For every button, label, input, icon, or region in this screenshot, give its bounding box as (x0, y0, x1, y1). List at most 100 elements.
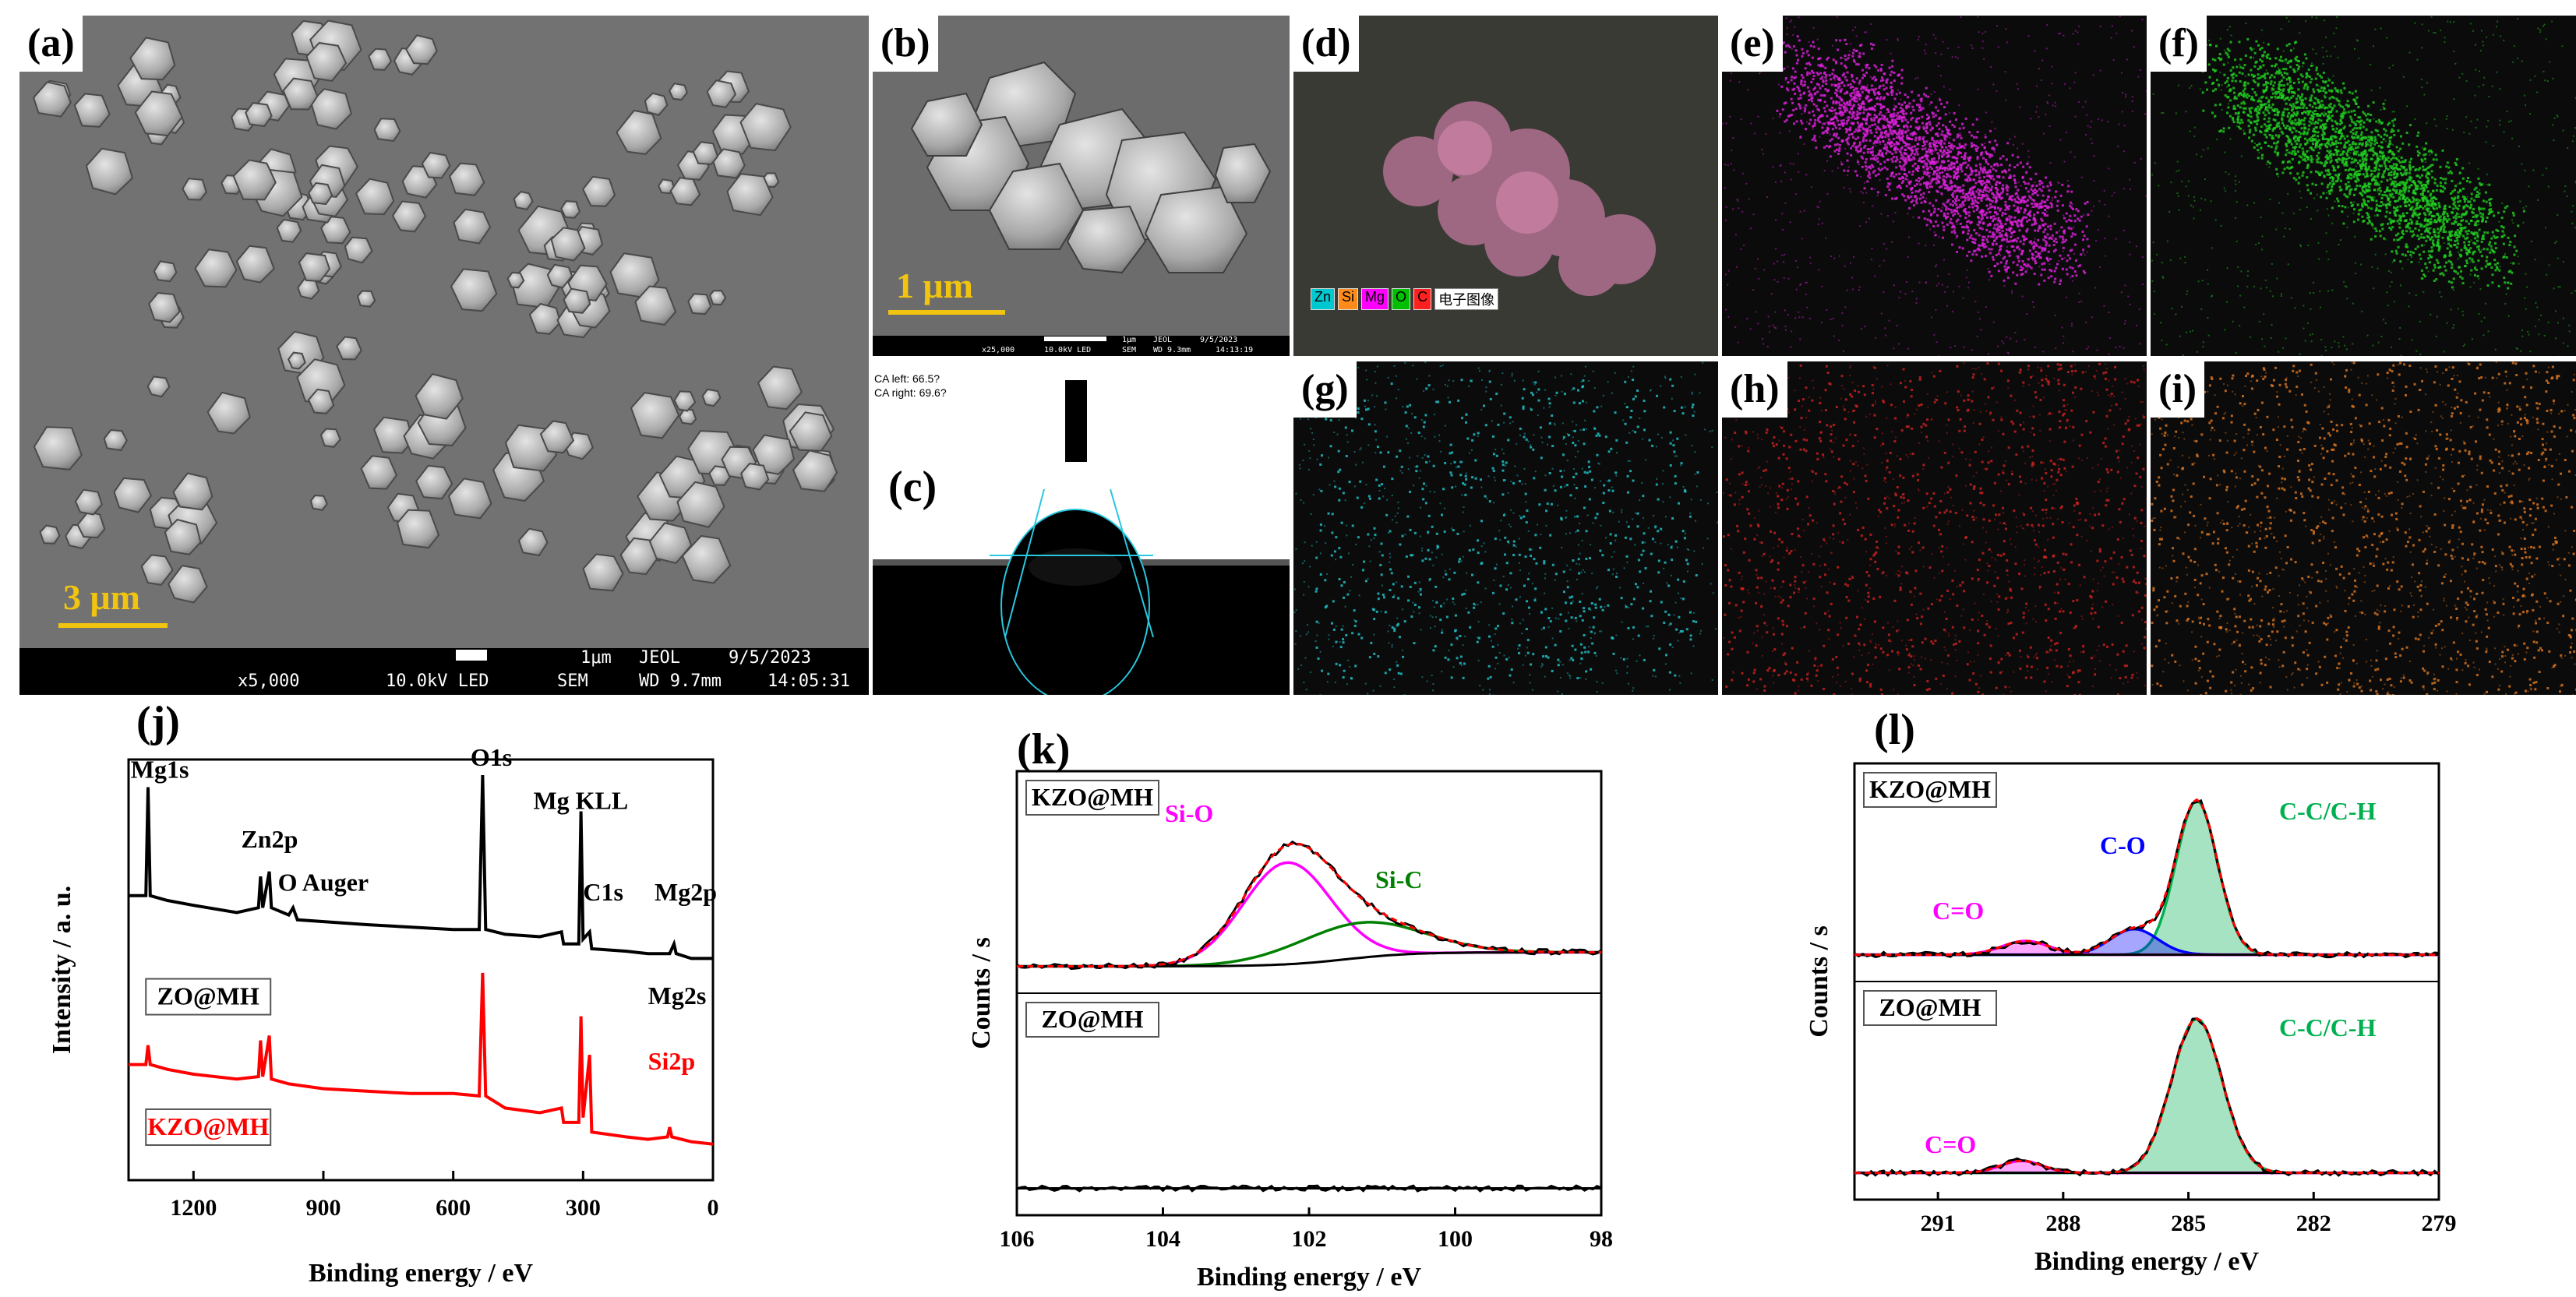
eds-legend: Zn Si Mg O C 电子图像 (1311, 288, 1499, 310)
series-tag-box (145, 978, 272, 1016)
background-line (1017, 951, 1601, 967)
droplet-drawing (873, 380, 1290, 695)
peak-label: Si-O (1165, 799, 1213, 827)
chart-j-label: (j) (136, 698, 180, 746)
peak-label: Si-C (1375, 865, 1422, 893)
fit-envelope (1854, 798, 2439, 957)
peak-fill (1854, 929, 2439, 955)
sem-wd-text: WD 9.7mm (639, 671, 722, 691)
peak-annotation: C1s (583, 878, 623, 906)
scale-bar-label: 3 μm (63, 577, 140, 617)
chart-l-label: (l) (1874, 706, 1915, 754)
panel-a-sem-image: (a) 3 μm 1μm JEOL 9/5/2023 x5,000 10.0kV… (19, 16, 869, 695)
legend-chip-mg: Mg (1361, 288, 1389, 310)
x-tick-label: 0 (708, 1195, 719, 1221)
x-tick-label: 285 (2171, 1211, 2206, 1236)
x-tick-label: 98 (1590, 1226, 1613, 1252)
x-axis-label: Binding energy / eV (1197, 1263, 1422, 1292)
series-line-kzo-mh (129, 972, 714, 1146)
panel-label: (d) (1293, 16, 1359, 72)
raw-spectrum (1016, 1184, 1602, 1193)
chart-k-si2p: 106 104 102 100 98 Binding energy / eV Counts … (967, 770, 1613, 1292)
series-tag: ZO@MH (157, 982, 259, 1010)
fit-envelope (1017, 842, 1601, 967)
sem-mode-text: SEM (1122, 346, 1137, 354)
panel-e-mg-map: (e) (1722, 16, 2147, 356)
series-tag-box (145, 1108, 272, 1146)
series-line-zo-mh (129, 774, 713, 960)
panel-d-eds-overlay: (d) Zn Si Mg O C 电子图像 (1293, 16, 1718, 356)
sem-jeol-text: JEOL (1153, 336, 1173, 344)
panel-label: (i) (2151, 361, 2205, 418)
sample-tag-box (1863, 772, 1997, 808)
peak-label: C-C/C-H (2279, 1013, 2377, 1041)
legend-chip-c: C (1413, 288, 1432, 310)
chart-j-xps-survey: 1200 900 600 300 0 Binding energy / eV Intensi… (48, 743, 719, 1288)
sample-tag: KZO@MH (1869, 775, 1991, 803)
eds-map-dots (1722, 16, 2147, 356)
panel-h-c-map: (h) (1722, 361, 2147, 695)
sample-tag: ZO@MH (1879, 993, 1981, 1021)
x-tick-label: 100 (1438, 1226, 1473, 1252)
x-tick-label: 282 (2296, 1211, 2331, 1236)
panel-label: (f) (2151, 16, 2207, 72)
sem-mag-text: x5,000 (238, 671, 300, 691)
panel-label: (h) (1722, 361, 1787, 418)
eds-map-dots (2151, 16, 2576, 356)
sem-info-strip: 1μm JEOL 9/5/2023 x25,000 10.0kV LED SEM… (873, 336, 1290, 356)
peak-component-sic (1017, 921, 1601, 968)
legend-chip-o: O (1392, 288, 1411, 310)
legend-chip-zn: Zn (1311, 288, 1336, 310)
fit-envelope (1854, 1017, 2439, 1175)
sem-wd-text: WD 9.3mm (1153, 346, 1191, 354)
ca-right-text: CA right: 69.6? (874, 386, 947, 399)
peak-annotation: O Auger (278, 869, 369, 897)
legend-chip-si: Si (1338, 288, 1359, 310)
x-tick-label: 1200 (170, 1195, 217, 1221)
panel-c-contact-angle: CA left: 66.5? CA right: 69.6? (c) (873, 372, 1290, 695)
sample-tag-box (1025, 780, 1159, 816)
y-axis-label: Intensity / a. u. (48, 886, 76, 1054)
sample-tag: KZO@MH (1032, 783, 1153, 811)
peak-annotation: Mg1s (131, 755, 189, 783)
scale-bar (58, 623, 168, 628)
sem-time-text: 14:05:31 (768, 671, 850, 691)
sem-time-text: 14:13:19 (1216, 346, 1254, 354)
x-tick-label: 104 (1145, 1226, 1180, 1252)
peak-annotation: O1s (471, 743, 512, 771)
x-tick-label: 900 (306, 1195, 341, 1221)
x-axis-label: Binding energy / eV (309, 1259, 534, 1288)
peak-fill (1854, 1161, 2439, 1173)
panel-f-o-map: (f) (2151, 16, 2576, 356)
sem-particles-a (19, 16, 869, 695)
y-axis-label: Counts / s (1805, 925, 1833, 1038)
series-tag: KZO@MH (147, 1112, 269, 1140)
peak-label: C=O (1925, 1130, 1976, 1158)
sem-date-text: 9/5/2023 (729, 648, 811, 668)
sample-tag: ZO@MH (1041, 1005, 1143, 1033)
peak-annotation: Si2p (648, 1047, 695, 1075)
panel-b-sem-image: (b) 1 μm 1μm JEOL 9/5/2023 x25,000 10.0k… (873, 16, 1290, 356)
chart-k-label: (k) (1017, 725, 1071, 774)
ca-left-text: CA left: 66.5? (874, 372, 940, 385)
sem-kv-text: 10.0kV LED (386, 671, 489, 691)
panel-label: (b) (873, 16, 938, 72)
eds-map-dots (1293, 361, 1718, 695)
x-axis-label: Binding energy / eV (2034, 1247, 2260, 1276)
x-tick-label: 106 (1000, 1226, 1035, 1252)
y-axis-label: Counts / s (967, 937, 996, 1049)
sample-tag-box (1863, 990, 1997, 1026)
panel-i-si-map: (i) (2151, 361, 2576, 695)
panel-label: (g) (1293, 361, 1357, 418)
sample-tag-box (1025, 1002, 1159, 1038)
panel-label: (e) (1722, 16, 1783, 72)
x-tick-label: 102 (1292, 1226, 1327, 1252)
sem-info-strip: 1μm JEOL 9/5/2023 x5,000 10.0kV LED SEM … (19, 648, 869, 695)
sem-kv-text: 10.0kV LED (1044, 346, 1092, 354)
peak-fill (1854, 941, 2439, 955)
x-tick-label: 600 (436, 1195, 471, 1221)
peak-label: C-C/C-H (2279, 797, 2377, 825)
panel-g-zn-map: (g) (1293, 361, 1718, 695)
sem-mag-text: x25,000 (982, 346, 1015, 354)
plot-frame (127, 758, 715, 1182)
